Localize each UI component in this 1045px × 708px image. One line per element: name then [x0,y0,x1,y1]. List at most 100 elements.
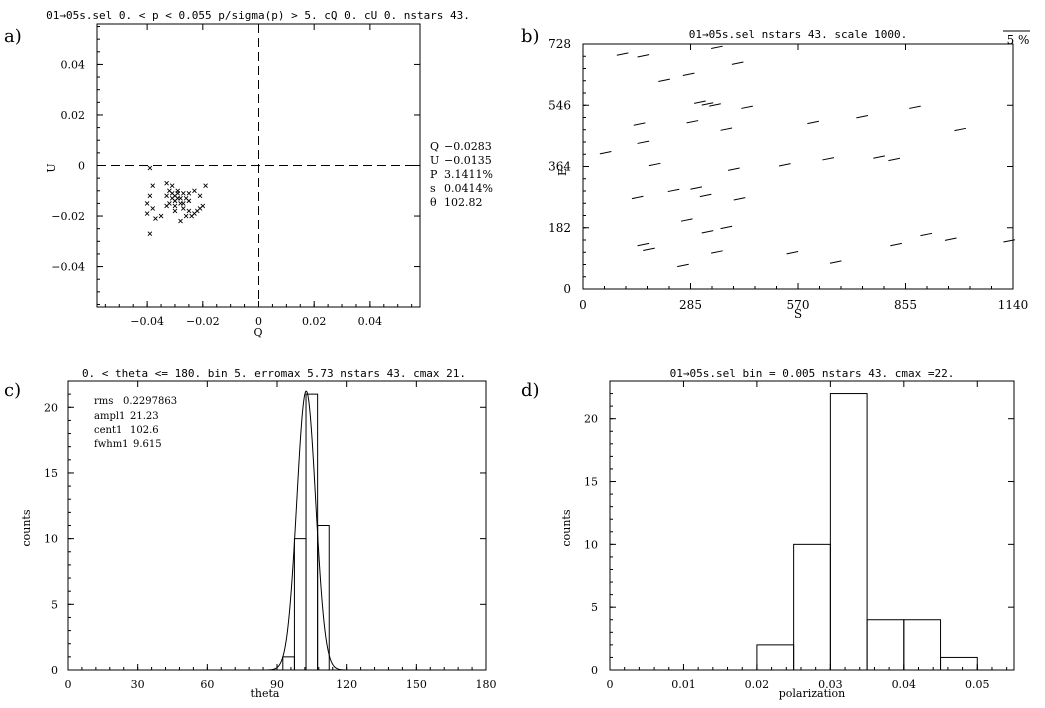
data-point-x-marker-12 [164,193,169,199]
panel-b-xtick-labels: 0 285 570 855 1140 [579,298,1028,312]
data-point-x-marker-0 [147,165,153,171]
d-xtick-label-0: 0 [607,678,614,691]
polarization-vector-24 [888,157,901,162]
b-ytick-label-4: 728 [548,37,571,51]
stat-u-label: U [430,154,439,167]
polarization-vector-3 [731,61,744,65]
b-xtick-label-2: 570 [787,298,810,312]
polarization-vector-28 [631,195,644,200]
panel-c-gaussian-fit [263,390,352,671]
stat-s-label: s [430,182,436,195]
polarization-vector-2 [711,45,723,50]
data-point-x-marker-22 [172,203,178,209]
panel-c-label: c) [4,380,21,401]
panel-c-xlabel: theta [251,687,280,700]
c-xtick-label-2: 60 [200,678,214,691]
panel-a-ytick-labels: −0.04 −0.02 0 0.02 0.04 [51,58,85,273]
c-xtick-label-3: 90 [270,678,284,691]
polarization-vector-13 [720,127,733,131]
polarization-vector-42 [1003,239,1016,243]
b-ytick-label-2: 364 [548,160,571,174]
data-point-x-marker-10 [169,183,175,189]
data-point-x-marker-9 [164,180,169,186]
panel-c: c) 0. < theta <= 180. bin 5. erromax 5.7… [4,367,497,700]
a-ytick-label-4: 0.04 [61,58,86,71]
c-ytick-label-2: 10 [44,533,58,546]
polarization-vector-30 [680,218,693,222]
panel-a-label: a) [4,26,22,47]
panel-d-ticks [609,380,1014,671]
panel-d-title: 01→05s.sel bin = 0.005 nstars 43. cmax =… [670,367,955,380]
histogram-bar-0 [282,656,295,671]
polarization-vector-6 [694,100,706,104]
polarization-vector-35 [677,263,689,268]
data-point-x-marker-36 [203,183,208,189]
a-ytick-label-0: −0.04 [51,261,85,274]
data-point-x-marker-35 [197,193,203,199]
panel-d-bars [756,393,978,671]
histogram-bar-4 [903,619,942,671]
polarization-vector-33 [637,242,650,247]
histogram-bar-3 [866,619,905,671]
data-point-x-marker-5 [144,211,150,216]
d-ytick-label-4: 20 [584,413,598,426]
polarization-vector-8 [709,103,721,107]
data-point-x-marker-2 [147,193,153,199]
c-xtick-label-5: 150 [406,678,427,691]
panel-c-ylabel: counts [20,509,33,546]
panel-a-ticks [97,24,420,307]
panel-c-xtick-labels: 0 30 60 90 120 150 180 [65,678,497,691]
stat-theta-value: 102.82 [444,196,483,209]
panel-b: b) 01→05s.sel nstars 43. scale 1000. 5 %… [521,26,1030,321]
polarization-vector-34 [643,247,655,251]
data-point-x-marker-34 [200,203,206,209]
a-ytick-label-2: 0 [78,160,85,173]
panel-b-vectors [599,45,1016,268]
panel-a-points [144,165,208,237]
data-point-x-marker-8 [147,231,153,237]
c-ytick-label-4: 20 [44,401,58,414]
fit-fwhm-label: fwhm1 [94,439,129,450]
d-xtick-label-2: 0.02 [745,678,770,691]
panel-a-stats: Q −0.0283 U −0.0135 P 3.1411% s 0.0414% … [430,140,493,209]
d-ytick-label-3: 15 [584,476,598,489]
histogram-bar-1 [293,538,307,671]
data-point-x-marker-6 [153,216,158,221]
panel-a-title: 01→05s.sel 0. < p < 0.055 p/sigma(p) > 5… [46,9,470,22]
stat-p-label: P [430,168,438,181]
polarization-vector-0 [616,52,629,56]
stat-u-value: −0.0135 [444,154,492,167]
b-ytick-label-0: 0 [563,282,571,296]
panel-c-ytick-labels: 0 5 10 15 20 [44,401,58,677]
data-point-x-marker-37 [192,188,197,194]
panel-d-xlabel: polarization [779,687,846,700]
histogram-bar-3 [317,525,330,671]
panel-b-ticks [582,43,1014,290]
c-ytick-label-3: 15 [44,467,58,480]
c-xtick-label-0: 0 [65,678,72,691]
stat-s-value: 0.0414% [444,182,493,195]
fit-fwhm-value: 9.615 [133,439,162,450]
data-point-x-marker-1 [150,183,156,189]
polarization-vector-31 [701,230,714,234]
polarization-vector-38 [829,260,842,264]
a-xtick-label-3: 0.02 [302,315,327,328]
d-xtick-label-5: 0.05 [965,678,990,691]
polarization-vector-17 [954,127,967,132]
polarization-vector-20 [728,167,740,171]
polarization-vector-29 [733,197,746,201]
a-xtick-label-0: −0.04 [130,315,164,328]
d-ytick-label-0: 0 [591,664,598,677]
panel-a-zero-lines [97,24,420,307]
scale-bar-label: 5 % [1007,33,1030,47]
polarization-vector-10 [686,120,699,124]
panel-c-bars [282,393,330,671]
c-ytick-label-0: 0 [51,664,58,677]
data-point-x-marker-26 [181,201,186,206]
fit-rms-label: rms [94,396,113,407]
panel-b-frame [582,43,1014,290]
polarization-vector-12 [637,140,650,144]
panel-c-ticks [67,380,487,671]
panel-d-xtick-labels: 0 0.01 0.02 0.03 0.04 0.05 [607,678,990,691]
data-point-x-marker-41 [183,213,189,219]
